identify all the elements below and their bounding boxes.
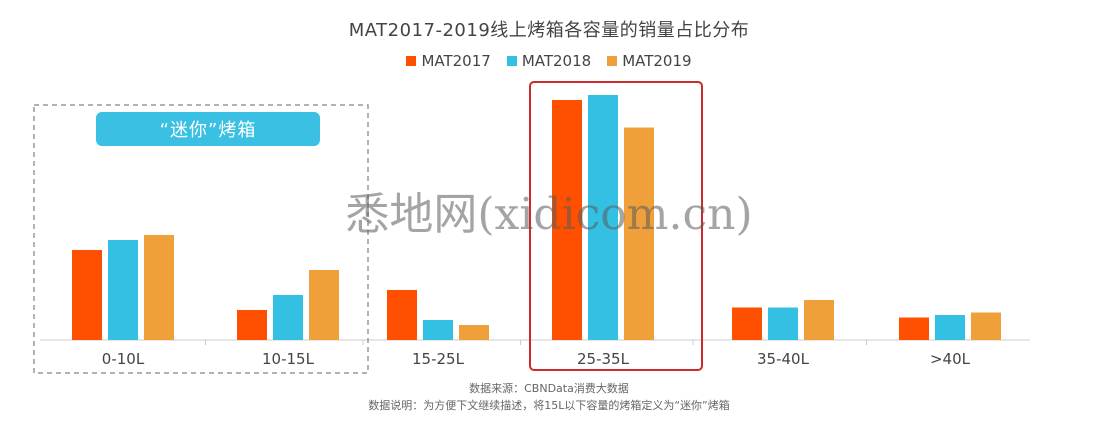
data-explanation-note: 数据说明：为方便下文继续描述，将15L以下容量的烤箱定义为“迷你”烤箱 [368,399,730,412]
legend-swatch-mat2018 [506,56,517,66]
x-tick-label-4: 35-40L [757,350,810,368]
bar-mat2017-5 [899,317,929,340]
bar-mat2017-4 [732,307,762,340]
bar-mat2018-0 [108,240,138,340]
legend-swatch-mat2019 [607,56,618,66]
x-tick-label-5: >40L [930,350,971,368]
bar-mat2019-0 [144,235,174,340]
bar-mat2019-4 [804,300,834,340]
mini-oven-dashed-box [33,104,369,374]
legend-item-mat2018: MAT2018 [506,52,592,70]
legend-label-mat2017: MAT2017 [421,52,491,70]
bar-mat2018-1 [273,295,303,340]
x-tick-label-3: 25-35L [577,350,630,368]
bar-mat2018-2 [423,320,453,340]
bar-mat2018-3 [588,95,618,340]
legend-label-mat2019: MAT2019 [622,52,692,70]
bar-mat2017-1 [237,310,267,340]
bar-mat2019-3 [624,127,654,340]
bar-mat2017-2 [387,290,417,340]
bar-mat2019-1 [309,270,339,340]
highlight-box-25-35L [529,81,703,371]
legend-label-mat2018: MAT2018 [521,52,592,70]
chart-title: MAT2017-2019线上烤箱各容量的销量占比分布 [348,20,750,41]
x-tick-label-2: 15-25L [412,350,465,368]
bar-mat2017-0 [72,250,102,340]
bar-mat2018-4 [768,307,798,340]
mini-oven-badge: “迷你”烤箱 [96,112,320,146]
chart-legend: MAT2017 MAT2018 MAT2019 [0,52,1098,70]
legend-swatch-mat2017 [406,56,417,66]
bar-mat2019-5 [971,312,1001,340]
bar-mat2017-3 [552,100,582,340]
data-source-note: 数据来源：CBNData消费大数据 [469,382,629,395]
legend-item-mat2017: MAT2017 [406,52,491,70]
bar-mat2018-5 [935,315,965,340]
x-tick-label-0: 0-10L [102,350,145,368]
legend-item-mat2019: MAT2019 [607,52,692,70]
bar-mat2019-2 [459,325,489,340]
x-tick-label-1: 10-15L [262,350,315,368]
